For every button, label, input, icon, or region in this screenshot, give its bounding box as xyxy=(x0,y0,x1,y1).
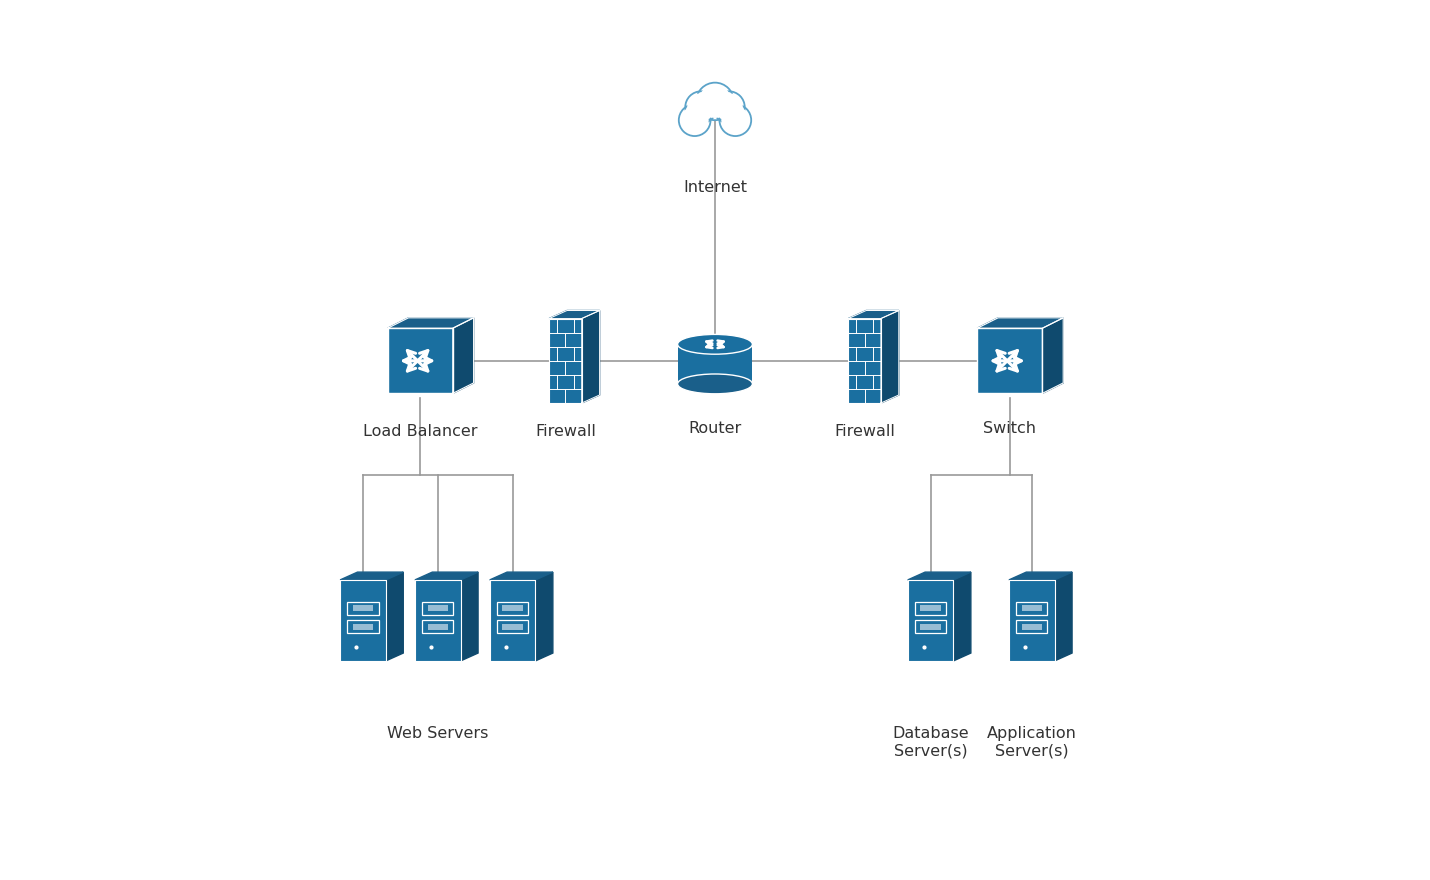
Circle shape xyxy=(679,105,711,136)
FancyBboxPatch shape xyxy=(502,624,523,630)
Polygon shape xyxy=(881,311,899,403)
Polygon shape xyxy=(582,311,599,403)
FancyBboxPatch shape xyxy=(428,624,448,630)
Polygon shape xyxy=(340,572,403,580)
FancyBboxPatch shape xyxy=(388,328,453,393)
Polygon shape xyxy=(848,311,899,319)
Polygon shape xyxy=(453,318,473,393)
Polygon shape xyxy=(386,572,403,661)
Text: Firewall: Firewall xyxy=(535,424,596,439)
Circle shape xyxy=(685,92,716,123)
Polygon shape xyxy=(415,572,478,580)
Circle shape xyxy=(681,106,709,134)
FancyBboxPatch shape xyxy=(1021,624,1042,630)
Ellipse shape xyxy=(678,374,752,394)
FancyBboxPatch shape xyxy=(908,580,954,661)
Text: Load Balancer: Load Balancer xyxy=(363,424,478,439)
Polygon shape xyxy=(977,318,1062,328)
Text: Web Servers: Web Servers xyxy=(388,726,489,741)
Polygon shape xyxy=(1055,572,1072,661)
Polygon shape xyxy=(678,344,752,384)
Text: Database
Server(s): Database Server(s) xyxy=(892,726,970,759)
FancyBboxPatch shape xyxy=(353,624,373,630)
Circle shape xyxy=(688,93,715,121)
Text: Router: Router xyxy=(688,421,742,436)
Circle shape xyxy=(715,93,742,121)
Text: Application
Server(s): Application Server(s) xyxy=(987,726,1077,759)
Text: Switch: Switch xyxy=(984,421,1037,436)
FancyBboxPatch shape xyxy=(921,605,941,612)
FancyBboxPatch shape xyxy=(502,605,523,612)
Polygon shape xyxy=(549,311,599,319)
Circle shape xyxy=(721,106,749,134)
Polygon shape xyxy=(489,572,553,580)
FancyBboxPatch shape xyxy=(848,319,881,403)
Polygon shape xyxy=(1042,318,1062,393)
Circle shape xyxy=(714,92,745,123)
FancyBboxPatch shape xyxy=(415,580,460,661)
FancyBboxPatch shape xyxy=(1021,605,1042,612)
Text: Firewall: Firewall xyxy=(834,424,895,439)
Polygon shape xyxy=(954,572,971,661)
Circle shape xyxy=(698,84,732,118)
FancyBboxPatch shape xyxy=(977,328,1042,393)
FancyBboxPatch shape xyxy=(353,605,373,612)
Polygon shape xyxy=(1010,572,1072,580)
Polygon shape xyxy=(535,572,553,661)
Polygon shape xyxy=(908,572,971,580)
FancyBboxPatch shape xyxy=(921,624,941,630)
FancyBboxPatch shape xyxy=(340,580,386,661)
FancyBboxPatch shape xyxy=(489,580,535,661)
Polygon shape xyxy=(388,318,473,328)
FancyBboxPatch shape xyxy=(549,319,582,403)
Circle shape xyxy=(696,83,734,121)
Text: Internet: Internet xyxy=(684,180,746,195)
Ellipse shape xyxy=(678,334,752,354)
FancyBboxPatch shape xyxy=(1010,580,1055,661)
FancyBboxPatch shape xyxy=(428,605,448,612)
Polygon shape xyxy=(460,572,478,661)
Circle shape xyxy=(719,105,751,136)
